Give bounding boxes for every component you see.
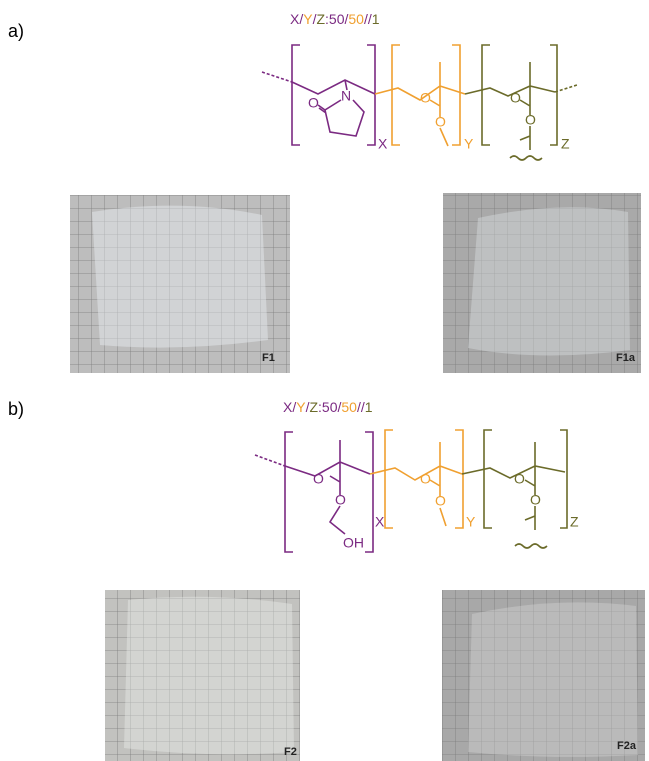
drawing [465, 62, 555, 160]
drawing [555, 85, 577, 92]
figure: a) X/Y/Z:50/50//1 N O O O O O X Y Z F1 F… [0, 0, 649, 761]
ratio-part: 50 [348, 11, 364, 27]
ratio-part: // [364, 11, 372, 27]
atom: OH [343, 535, 364, 551]
subscript: X [375, 514, 385, 530]
panel-label: a) [8, 21, 24, 41]
drawing [484, 430, 567, 528]
ratio: X/Y/Z:50/50//1 [283, 399, 373, 415]
ratio: X/Y/Z:50/50//1 [290, 11, 380, 27]
subscript: Z [561, 136, 570, 152]
ratio-part: 50 [341, 399, 357, 415]
drawing [92, 206, 268, 348]
drawing [468, 207, 630, 355]
subscript: Y [464, 136, 474, 152]
drawing [292, 80, 375, 136]
subscript: Z [570, 514, 579, 530]
subscript: X [378, 136, 388, 152]
ratio-part: // [357, 399, 365, 415]
photo-label: F2 [284, 746, 297, 758]
photo: F2a [442, 590, 645, 761]
drawing [468, 602, 638, 756]
atom: O [420, 90, 431, 106]
atom: O [420, 471, 431, 487]
ratio-part: 1 [365, 399, 373, 415]
atom: O [335, 492, 346, 508]
atom: O [525, 112, 536, 128]
drawing [262, 72, 292, 82]
drawing [292, 45, 375, 145]
drawing [285, 440, 370, 534]
atom: O [313, 471, 324, 487]
atom: N [341, 88, 351, 104]
atom: O [530, 492, 541, 508]
subscript: Y [466, 514, 476, 530]
ratio-part: 1 [372, 11, 380, 27]
atom: O [510, 90, 521, 106]
photo-label: F1 [262, 352, 275, 364]
photo-label: F2a [617, 740, 637, 752]
ratio-part: :50/ [318, 399, 341, 415]
atom: O [308, 95, 319, 111]
drawing [255, 455, 285, 466]
panel-b: b) X/Y/Z:50/50//1 O O OH O O O O X Y Z F… [8, 399, 645, 761]
atom: O [435, 114, 446, 130]
photo: F1 [70, 195, 290, 373]
structure: N O O O O O X Y Z [262, 45, 577, 160]
ratio-part: :50/ [325, 11, 348, 27]
panel-a: a) X/Y/Z:50/50//1 N O O O O O X Y Z F1 F… [8, 11, 641, 373]
drawing [124, 597, 294, 754]
structure: O O OH O O O O X Y Z [255, 430, 579, 552]
photo-label: F1a [616, 352, 636, 364]
panel-label: b) [8, 399, 24, 419]
drawing [462, 442, 565, 548]
photo: F1a [443, 193, 641, 373]
photo: F2 [105, 590, 300, 761]
atom: O [435, 493, 446, 509]
atom: O [514, 471, 525, 487]
